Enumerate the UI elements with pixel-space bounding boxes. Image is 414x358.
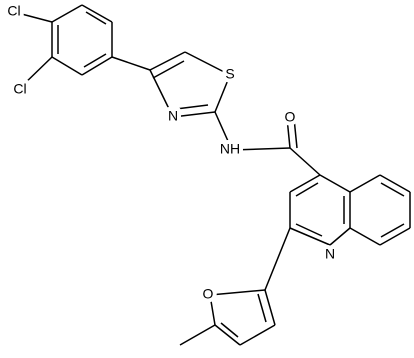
- bonds: [13, 4, 411, 346]
- atom-label: S: [225, 66, 234, 82]
- atom-label: Cl: [7, 3, 20, 19]
- atom-label: Cl: [13, 81, 26, 97]
- atom-label: NH: [220, 141, 240, 157]
- atom-label: O: [285, 109, 296, 125]
- atom-label: N: [325, 246, 335, 262]
- atom-label: O: [203, 286, 214, 302]
- atom-labels: Cl Cl S N NH O N O: [3, 0, 339, 306]
- atom-label: N: [168, 108, 178, 124]
